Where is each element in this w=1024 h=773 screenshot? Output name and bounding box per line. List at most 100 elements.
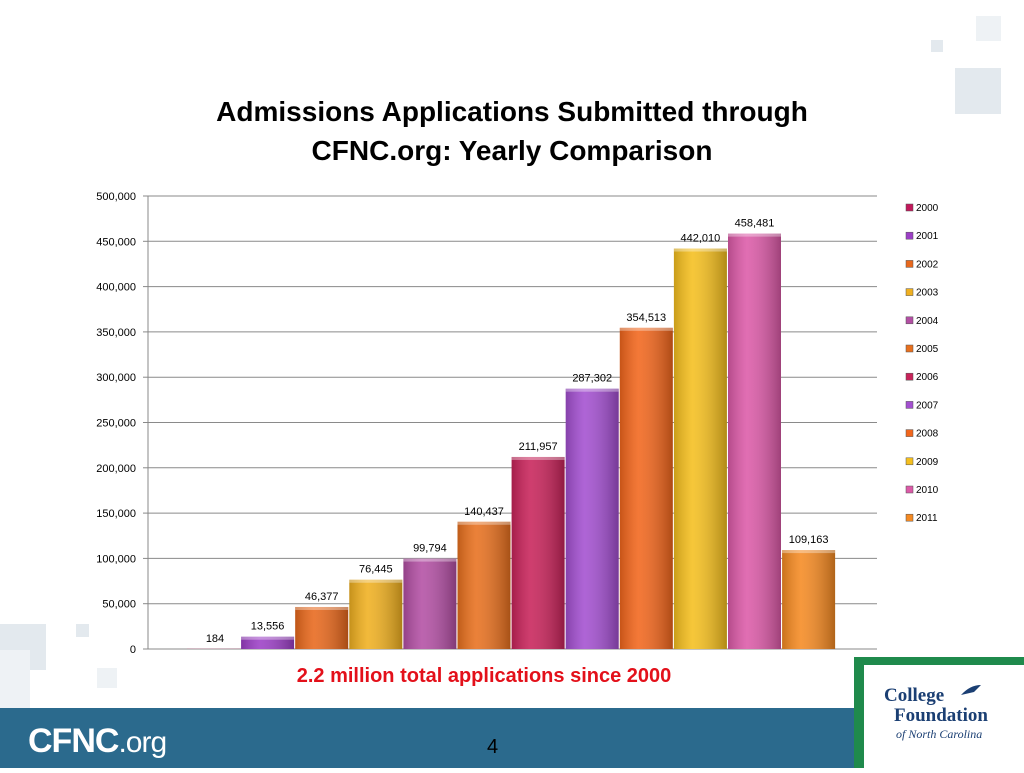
- legend-label: 2007: [916, 400, 939, 411]
- logo-foundation-text: Foundation: [894, 705, 988, 727]
- legend-item-2002: 2002: [906, 259, 939, 270]
- legend: 2000 2001 2002 2003 2004 2005 2006 2007 2008 2009…: [906, 203, 939, 524]
- legend-swatch: [906, 317, 913, 324]
- arrow-icon: [960, 683, 982, 697]
- summary-text: 2.2 million total applications since 200…: [0, 665, 968, 688]
- legend-item-2005: 2005: [906, 344, 939, 355]
- bar-2001: [241, 637, 294, 649]
- bar-2003: [349, 580, 402, 649]
- data-label-2002: 46,377: [305, 591, 339, 603]
- legend-swatch: [906, 430, 913, 437]
- y-tick-label: 200,000: [96, 463, 136, 475]
- y-tick-label: 300,000: [96, 372, 136, 384]
- bar-top-highlight: [512, 457, 565, 460]
- bar-top-highlight: [674, 249, 727, 252]
- data-label-2006: 211,957: [519, 441, 558, 453]
- legend-label: 2005: [916, 344, 939, 355]
- data-label-2007: 287,302: [572, 373, 612, 385]
- logo-panel: College Foundation of North Carolina: [864, 665, 1024, 768]
- legend-item-2009: 2009: [906, 457, 939, 468]
- legend-label: 2000: [916, 203, 939, 214]
- legend-label: 2006: [916, 372, 939, 383]
- legend-item-2011: 2011: [906, 513, 938, 524]
- logo-college-text: College: [884, 685, 944, 707]
- data-label-2009: 442,010: [681, 233, 721, 245]
- legend-item-2001: 2001: [906, 231, 939, 242]
- data-label-2000: 184: [206, 633, 224, 645]
- data-label-2001: 13,556: [251, 621, 285, 633]
- legend-item-2006: 2006: [906, 372, 939, 383]
- bar-shade: [782, 550, 835, 649]
- legend-label: 2001: [916, 231, 939, 242]
- data-label-2008: 354,513: [626, 312, 666, 324]
- legend-item-2008: 2008: [906, 429, 939, 440]
- data-label-2003: 76,445: [359, 564, 393, 576]
- legend-swatch: [906, 260, 913, 267]
- y-tick-label: 150,000: [96, 508, 136, 520]
- bar-top-highlight: [295, 607, 348, 610]
- y-tick-label: 500,000: [96, 191, 136, 203]
- bar-2011: [782, 550, 835, 649]
- legend-label: 2004: [916, 316, 939, 327]
- bar-top-highlight: [728, 234, 781, 237]
- legend-swatch: [906, 232, 913, 239]
- page-number: 4: [487, 736, 498, 759]
- foundation-logo: College Foundation of North Carolina: [854, 657, 1024, 768]
- bar-top-highlight: [782, 550, 835, 553]
- legend-label: 2003: [916, 288, 939, 299]
- legend-label: 2002: [916, 259, 939, 270]
- bar-2010: [728, 234, 781, 649]
- legend-item-2003: 2003: [906, 288, 939, 299]
- y-tick-label: 250,000: [96, 418, 136, 430]
- bar-top-highlight: [403, 559, 456, 562]
- bar-shade: [295, 607, 348, 649]
- legend-swatch: [906, 514, 913, 521]
- y-tick-label: 450,000: [96, 236, 136, 248]
- y-tick-label: 0: [130, 644, 136, 656]
- bar-shade: [728, 234, 781, 649]
- y-tick-label: 50,000: [102, 599, 136, 611]
- bar-top-highlight: [241, 637, 294, 640]
- bar-shade: [512, 457, 565, 649]
- data-label-2011: 109,163: [789, 534, 829, 546]
- bar-2005: [458, 522, 511, 649]
- bars: [187, 234, 835, 649]
- legend-item-2007: 2007: [906, 400, 939, 411]
- legend-swatch: [906, 373, 913, 380]
- y-tick-label: 400,000: [96, 282, 136, 294]
- legend-swatch: [906, 204, 913, 211]
- logo-nc-text: of North Carolina: [896, 727, 982, 742]
- bar-shade: [620, 328, 673, 649]
- brand-logo: CFNC.org: [28, 722, 166, 761]
- data-label-2010: 458,481: [735, 218, 775, 230]
- brand-main: CFNC: [28, 722, 118, 760]
- y-tick-label: 350,000: [96, 327, 136, 339]
- legend-swatch: [906, 401, 913, 408]
- legend-swatch: [906, 345, 913, 352]
- legend-swatch: [906, 458, 913, 465]
- legend-item-2010: 2010: [906, 485, 939, 496]
- bar-top-highlight: [620, 328, 673, 331]
- legend-label: 2008: [916, 429, 939, 440]
- data-label-2005: 140,437: [464, 506, 504, 518]
- legend-swatch: [906, 289, 913, 296]
- legend-item-2004: 2004: [906, 316, 939, 327]
- bar-2009: [674, 249, 727, 649]
- bar-shade: [674, 249, 727, 649]
- y-tick-label: 100,000: [96, 553, 136, 565]
- legend-label: 2011: [916, 513, 938, 524]
- bar-2002: [295, 607, 348, 649]
- bar-shade: [566, 389, 619, 649]
- legend-swatch: [906, 486, 913, 493]
- data-label-2004: 99,794: [413, 543, 447, 555]
- bar-shade: [349, 580, 402, 649]
- bar-shade: [403, 559, 456, 649]
- bar-top-highlight: [458, 522, 511, 525]
- legend-label: 2010: [916, 485, 939, 496]
- legend-label: 2009: [916, 457, 939, 468]
- legend-item-2000: 2000: [906, 203, 939, 214]
- bar-2004: [403, 559, 456, 649]
- y-axis-ticks: 0 50,000 100,000 150,000 200,000 250,000 300,0…: [96, 191, 148, 656]
